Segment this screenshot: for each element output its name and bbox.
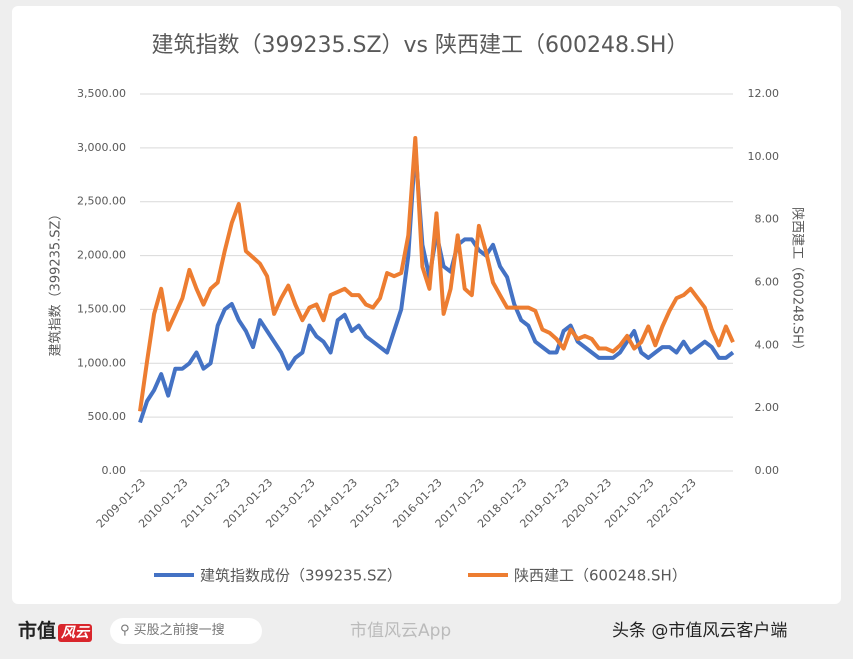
y-tick-label: 1,000.00 bbox=[77, 356, 126, 369]
legend-label: 建筑指数成份（399235.SZ） bbox=[200, 567, 402, 585]
y-tick-label: 2,000.00 bbox=[77, 249, 126, 262]
y2-tick-label: 12.00 bbox=[748, 87, 780, 100]
brand-logo: 风云 bbox=[58, 624, 93, 642]
y2-axis-title: 陕西建工（600248.SH） bbox=[790, 207, 805, 357]
brand: 市值 风云 bbox=[18, 614, 93, 648]
series-line bbox=[138, 136, 735, 412]
y2-tick-label: 4.00 bbox=[755, 338, 780, 351]
y-tick-label: 3,500.00 bbox=[77, 87, 126, 100]
app-watermark: 市值风云App bbox=[350, 621, 452, 641]
y-tick-label: 500.00 bbox=[88, 410, 127, 423]
series-line bbox=[138, 145, 735, 424]
y2-tick-label: 0.00 bbox=[755, 464, 780, 477]
search-box[interactable]: ⚲ 买股之前搜一搜 bbox=[110, 618, 262, 644]
legend-label: 陕西建工（600248.SH） bbox=[514, 567, 687, 585]
y2-tick-label: 2.00 bbox=[755, 401, 780, 414]
y2-tick-label: 8.00 bbox=[755, 213, 780, 226]
brand-text: 市值 bbox=[18, 620, 57, 642]
y-tick-label: 2,500.00 bbox=[77, 195, 126, 208]
y-tick-label: 0.00 bbox=[102, 464, 127, 477]
source: 头条 @市值风云客户端 bbox=[612, 621, 788, 641]
y2-tick-label: 10.00 bbox=[748, 150, 780, 163]
y-tick-label: 1,500.00 bbox=[77, 302, 126, 315]
y-axis-title: 建筑指数（399235.SZ） bbox=[48, 208, 64, 357]
y-tick-label: 3,000.00 bbox=[77, 141, 126, 154]
y2-tick-label: 6.00 bbox=[755, 276, 780, 289]
chart: 建筑指数（399235.SZ）vs 陕西建工（600248.SH） 建筑指数（3… bbox=[48, 33, 805, 585]
chart-title: 建筑指数（399235.SZ）vs 陕西建工（600248.SH） bbox=[152, 33, 689, 58]
search-text: 买股之前搜一搜 bbox=[133, 623, 225, 638]
search-icon: ⚲ bbox=[120, 623, 130, 638]
